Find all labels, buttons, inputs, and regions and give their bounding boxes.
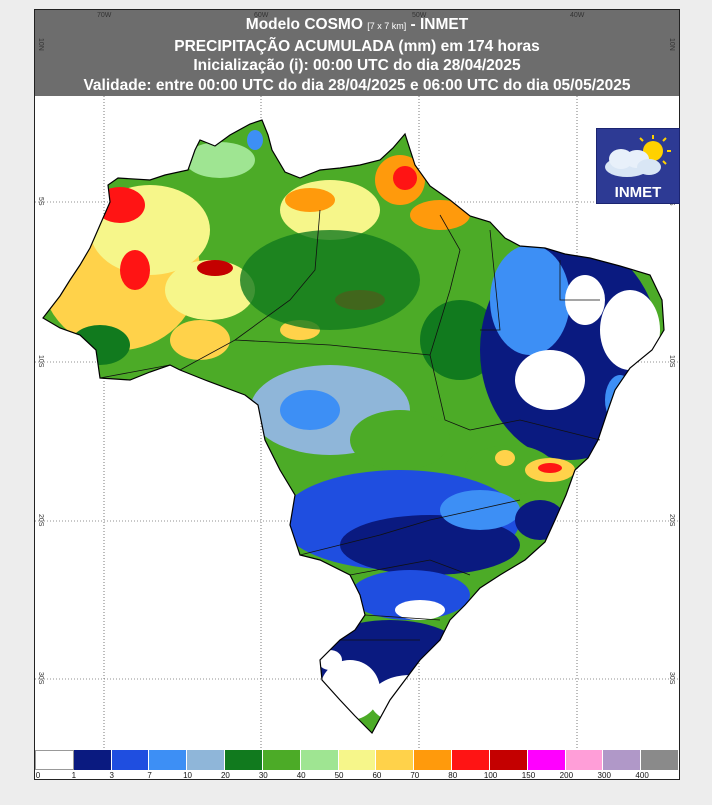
legend-swatch: [376, 750, 415, 770]
legend-swatch: [489, 750, 528, 770]
inmet-logo: INMET: [596, 128, 680, 204]
legend-tick-label: 1: [71, 771, 77, 780]
map-header: Modelo COSMO [7 x 7 km] - INMET PRECIPIT…: [35, 10, 679, 96]
legend-swatch: [262, 750, 301, 770]
legend-swatch: [414, 750, 453, 770]
precipitation-map: [35, 96, 679, 750]
legend-tick-label: 70: [410, 771, 420, 780]
grid-label-right: 10N: [668, 38, 675, 51]
legend-swatch: [338, 750, 377, 770]
title-line-1: Modelo COSMO [7 x 7 km] - INMET: [245, 16, 469, 33]
legend-tick-label: 10: [183, 771, 192, 780]
legend-swatch: [300, 750, 339, 770]
legend-swatch: [603, 750, 642, 770]
legend-swatch: [452, 750, 490, 770]
grid-label-top: 40W: [570, 12, 585, 19]
grid-label-right: 10S: [668, 355, 675, 368]
legend-tick-label: 20: [220, 771, 230, 780]
grid-label-left: 30S: [37, 672, 44, 685]
sun-cloud-icon: [605, 135, 671, 177]
grid-label-left: 10N: [37, 38, 44, 51]
title-line-2: PRECIPITAÇÃO ACUMULADA (mm) em 174 horas: [174, 37, 540, 55]
grid-label-top: 50W: [412, 12, 427, 19]
legend-tick-label: 0: [35, 771, 41, 780]
legend-tick-label: 40: [296, 771, 306, 780]
legend-tick-label: 50: [334, 771, 344, 780]
legend-tick-label: 3: [109, 771, 114, 780]
legend-swatch: [35, 750, 74, 770]
legend-tick-label: 200: [559, 771, 574, 780]
grid-label-left: 5S: [37, 197, 44, 206]
legend-swatch: [149, 750, 188, 770]
legend-swatch: [565, 750, 604, 770]
legend-swatch: [111, 750, 150, 770]
grid-label-right: 30S: [668, 672, 675, 685]
legend-swatch: [225, 750, 263, 770]
legend-tick-label: 150: [521, 771, 536, 780]
legend-tick-label: 400: [635, 771, 649, 780]
grid-label-right: 20S: [668, 514, 675, 527]
legend-tick-label: 100: [483, 771, 498, 780]
legend-tick-label: 80: [448, 771, 458, 780]
legend-tick-label: 60: [372, 771, 382, 780]
legend-swatch: [641, 750, 680, 770]
state-borders: [99, 209, 601, 641]
legend-swatch: [527, 750, 566, 770]
legend-swatch: [187, 750, 226, 770]
legend-tick-label: 30: [258, 771, 268, 780]
precipitation-field: [43, 120, 664, 733]
grid-label-top: 60W: [254, 12, 269, 19]
grid-label-left: 10S: [37, 355, 44, 368]
legend-swatch: [73, 750, 112, 770]
title-line-3: Inicialização (i): 00:00 UTC do dia 28/0…: [193, 57, 521, 74]
grid-label-top: 70W: [97, 12, 112, 19]
logo-text: INMET: [614, 184, 662, 201]
color-legend: [35, 750, 680, 770]
legend-tick-label: 7: [147, 771, 152, 780]
grid-label-left: 20S: [37, 514, 44, 527]
legend-tick-label: 300: [597, 771, 611, 780]
title-line-4: Validade: entre 00:00 UTC do dia 28/04/2…: [83, 76, 631, 94]
legend-ticks: 0 1 3 7 10 20 30 40 50 60 70 80 100 150 200 300 400: [35, 771, 679, 783]
